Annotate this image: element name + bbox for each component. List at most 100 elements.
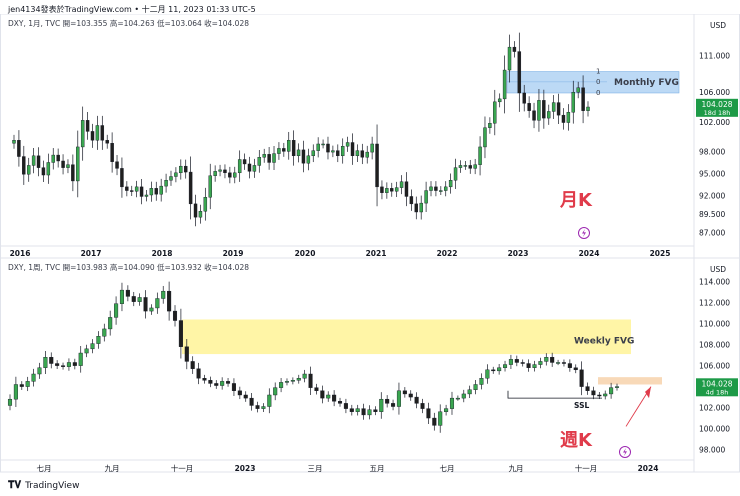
- candle-body: [399, 181, 404, 188]
- candle-body: [51, 154, 55, 163]
- candle-body: [581, 87, 585, 111]
- x-tick-label: 2022: [437, 249, 458, 258]
- candle-body: [255, 405, 260, 409]
- candle-body: [184, 346, 189, 362]
- x-tick-label: 2018: [152, 249, 173, 258]
- candle-body: [367, 409, 372, 416]
- candle-body: [508, 359, 513, 365]
- candle-body: [218, 169, 222, 172]
- lightning-bolt: [582, 229, 586, 237]
- candle-body: [390, 188, 394, 192]
- candle-body: [527, 103, 531, 111]
- candle-body: [277, 148, 281, 154]
- candle-body: [78, 352, 83, 366]
- candle-body: [214, 383, 219, 386]
- bar-countdown: 4d 18h: [706, 388, 729, 396]
- candle-body: [614, 386, 620, 388]
- candle-body: [31, 373, 36, 382]
- candle-body: [143, 297, 148, 312]
- candle-body: [242, 159, 247, 165]
- candle-body: [90, 131, 95, 141]
- candle-body: [332, 394, 337, 402]
- candle-body: [502, 69, 507, 100]
- candle-body: [343, 403, 348, 409]
- candle-body: [434, 186, 438, 191]
- y-tick-label: 89.500: [699, 210, 725, 219]
- candle-body: [497, 98, 502, 103]
- candle-body: [473, 164, 477, 169]
- candle-body: [290, 380, 295, 382]
- candle-body: [517, 51, 522, 94]
- candle-body: [308, 373, 313, 388]
- candle-body: [350, 142, 355, 157]
- last-price-value: 104.028: [701, 100, 732, 109]
- candle-body: [488, 123, 492, 128]
- x-tick-label: 2021: [366, 249, 387, 258]
- candle-body: [340, 145, 345, 157]
- candle-body: [432, 417, 437, 426]
- candle-body: [373, 409, 378, 412]
- axis-currency-1: USD: [710, 265, 726, 274]
- candle-body: [105, 140, 109, 144]
- candle-body: [220, 381, 225, 386]
- monthly-fvg-label: Monthly FVG: [614, 78, 679, 88]
- candle-body: [223, 169, 227, 174]
- candle-body: [284, 381, 290, 383]
- chart-title-1: DXY, 1周, TVC 開=103.983 高=104.090 低=103.9…: [8, 262, 249, 272]
- candle-body: [193, 203, 198, 218]
- monthly-annotation: 月K: [559, 190, 593, 211]
- x-tick-label: 十一月: [171, 463, 194, 473]
- y-tick-label: 98.000: [699, 147, 725, 156]
- y-tick-label: 95.000: [699, 170, 725, 179]
- panel-frame-0: [0, 14, 740, 259]
- candle-body: [243, 394, 248, 399]
- candle-body: [114, 303, 119, 318]
- candle-body: [85, 120, 90, 132]
- candle-body: [72, 362, 77, 366]
- candle-body: [571, 92, 576, 113]
- candle-body: [326, 143, 330, 153]
- candle-body: [178, 320, 183, 347]
- candle-body: [396, 390, 401, 407]
- candle-body: [149, 307, 154, 312]
- y-tick-label: 92.000: [699, 192, 725, 201]
- candle-body: [461, 393, 466, 399]
- candle-body: [213, 171, 217, 176]
- candle-body: [76, 146, 80, 182]
- candle-body: [331, 150, 335, 153]
- bar-countdown: 18d 18h: [704, 109, 731, 117]
- candle-body: [137, 297, 142, 302]
- candle-body: [267, 394, 272, 407]
- candle-body: [31, 155, 36, 166]
- candle-body: [538, 361, 543, 365]
- candle-body: [115, 161, 119, 169]
- candle-body: [385, 398, 390, 404]
- candle-body: [556, 362, 561, 364]
- candle-body: [102, 328, 107, 337]
- x-tick-label: 2020: [295, 249, 316, 258]
- x-tick-label: 2024: [579, 249, 600, 258]
- candle-body: [567, 363, 572, 368]
- candle-body: [144, 194, 149, 197]
- candle-body: [419, 202, 423, 213]
- candle-body: [497, 367, 502, 372]
- candle-body: [365, 151, 369, 158]
- candle-body: [449, 397, 455, 409]
- candle-body: [56, 154, 60, 162]
- candle-body: [80, 120, 85, 148]
- candle-body: [314, 387, 319, 391]
- candle-body: [273, 387, 278, 396]
- candle-body: [420, 403, 425, 409]
- arrow-head: [645, 386, 651, 399]
- candle-body: [37, 367, 42, 375]
- candle-body: [355, 408, 360, 412]
- candle-body: [134, 186, 139, 192]
- footer-brand[interactable]: 𝐓𝐕 TradingView: [8, 480, 79, 491]
- last-price-badge-0: [696, 98, 738, 117]
- candle-body: [247, 163, 252, 172]
- candle-body: [544, 357, 549, 362]
- candle-body: [336, 150, 340, 157]
- candle-body: [542, 100, 546, 119]
- candle-body: [321, 143, 325, 146]
- candle-body: [375, 143, 379, 188]
